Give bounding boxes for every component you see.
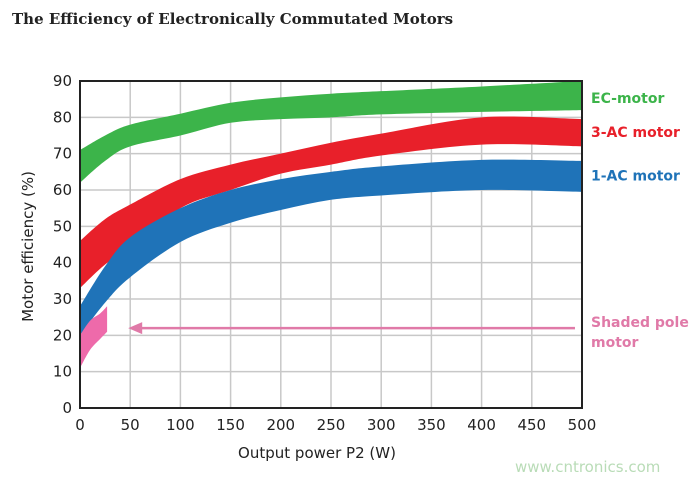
x-tick-label: 400 (467, 416, 496, 434)
y-tick-label: 70 (53, 145, 72, 163)
y-tick-label: 80 (53, 108, 72, 126)
x-axis-label: Output power P2 (W) (238, 444, 396, 462)
y-tick-label: 90 (53, 72, 72, 90)
x-tick-label: 350 (417, 416, 446, 434)
y-tick-label: 50 (53, 217, 72, 235)
watermark: www.cntronics.com (515, 458, 661, 476)
y-tick-label: 30 (53, 290, 72, 308)
y-tick-label: 60 (53, 181, 72, 199)
x-tick-label: 300 (367, 416, 396, 434)
x-tick-label: 0 (75, 416, 85, 434)
legend-label: Shaded pole (591, 315, 689, 331)
y-tick-label: 40 (53, 254, 72, 272)
legend-label: motor (591, 335, 639, 351)
x-tick-label: 200 (266, 416, 295, 434)
x-tick-label: 500 (568, 416, 597, 434)
annotation-arrow-head (128, 322, 143, 335)
band-1-ac-motor (80, 159, 582, 336)
y-tick-label: 10 (53, 363, 72, 381)
band-ec-motor (80, 81, 582, 183)
x-tick-label: 50 (121, 416, 140, 434)
x-tick-label: 100 (166, 416, 195, 434)
x-tick-label: 250 (317, 416, 346, 434)
y-tick-label: 0 (62, 399, 72, 417)
band-3-ac-motor (80, 116, 582, 289)
y-axis-label: Motor efficiency (%) (19, 171, 37, 322)
y-tick-label: 20 (53, 326, 72, 344)
x-tick-label: 150 (216, 416, 245, 434)
legend-label: EC-motor (591, 91, 664, 107)
band-shaded-pole-motor (80, 306, 108, 369)
legend-label: 1-AC motor (591, 168, 680, 184)
chart-title: The Efficiency of Electronically Commuta… (12, 10, 454, 28)
x-tick-label: 450 (517, 416, 546, 434)
plot-frame (79, 80, 583, 409)
legend-label: 3-AC motor (591, 125, 680, 141)
